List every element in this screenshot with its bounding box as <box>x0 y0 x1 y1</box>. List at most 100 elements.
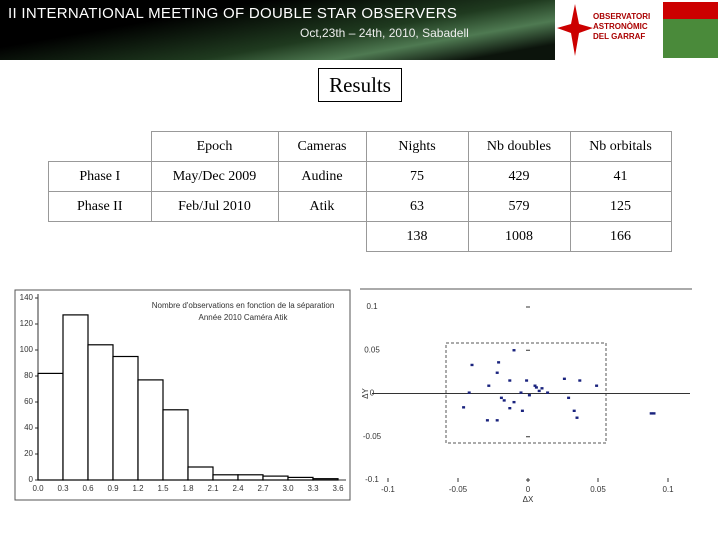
cell: Atik <box>277 191 367 222</box>
x-tick-label: 1.8 <box>182 484 194 493</box>
y-tick-label: -0.05 <box>363 432 382 441</box>
bar <box>187 466 214 481</box>
bar <box>312 478 339 481</box>
bar <box>137 379 164 481</box>
x-tick-label: 0 <box>526 485 531 494</box>
point <box>519 391 523 394</box>
results-table: Epoch Cameras Nights Nb doubles Nb orbit… <box>48 131 672 252</box>
header-cell: Nights <box>365 131 469 162</box>
y-tick-label: 0 <box>29 475 34 484</box>
point <box>499 396 503 400</box>
x-tick-label: 0.6 <box>82 484 94 493</box>
cell: 63 <box>365 191 469 222</box>
total-cell: 138 <box>365 221 469 252</box>
scatter-region <box>445 342 607 444</box>
point <box>508 379 512 382</box>
x-tick-label: 0.1 <box>662 485 674 494</box>
point <box>534 386 538 389</box>
y-tick-label: 20 <box>24 449 33 458</box>
logo-mark <box>663 2 718 58</box>
empty-cell <box>49 222 152 252</box>
point <box>512 400 516 404</box>
bar <box>162 409 189 481</box>
empty-cell <box>49 132 152 162</box>
y-tick-label: 0.1 <box>366 302 378 311</box>
point <box>595 384 599 387</box>
results-heading: Results <box>318 68 402 102</box>
bar <box>287 476 314 481</box>
point <box>537 389 541 393</box>
point <box>520 409 524 412</box>
bar <box>87 344 114 481</box>
x-tick-label: 2.7 <box>257 484 269 493</box>
y-tick-label: 140 <box>20 293 34 302</box>
logo-text: DEL GARRAF <box>593 32 646 41</box>
point <box>575 416 579 419</box>
point <box>540 387 544 390</box>
x-tick-label: 3.0 <box>282 484 294 493</box>
x-tick-label: 3.6 <box>332 484 344 493</box>
point <box>567 396 571 400</box>
x-tick-label: 0.3 <box>57 484 69 493</box>
y-tick-label: 60 <box>24 397 33 406</box>
point <box>562 377 566 380</box>
point <box>495 371 499 374</box>
cell: Phase II <box>48 191 152 222</box>
cell: May/Dec 2009 <box>150 161 279 192</box>
bar <box>212 474 239 481</box>
histogram-frame <box>14 289 351 501</box>
empty-cell <box>151 222 278 252</box>
x-tick-label: 1.5 <box>157 484 169 493</box>
point <box>572 409 576 412</box>
point <box>470 363 474 367</box>
cell: 579 <box>467 191 571 222</box>
header-cell: Nb doubles <box>467 131 571 162</box>
x-tick-label: 3.3 <box>307 484 319 493</box>
point <box>546 391 550 394</box>
x-tick-label: 0.9 <box>107 484 119 493</box>
point <box>652 412 656 415</box>
cell: Phase I <box>48 161 152 192</box>
bar <box>237 474 264 481</box>
x-tick-label: -0.1 <box>381 485 395 494</box>
x-tick-label: 2.4 <box>232 484 244 493</box>
point <box>502 399 506 402</box>
x-axis-label: ΔX <box>523 495 534 504</box>
point <box>533 384 537 387</box>
x-tick-label: 1.2 <box>132 484 144 493</box>
logo-text: OBSERVATORI <box>593 12 651 21</box>
x-tick-label: 0.05 <box>590 485 606 494</box>
logo: OBSERVATORI ASTRONÒMIC DEL GARRAF <box>555 0 720 60</box>
cell: 429 <box>467 161 571 192</box>
total-cell: 1008 <box>467 221 571 252</box>
x-tick-label: -0.05 <box>449 485 468 494</box>
y-tick-label: 40 <box>24 423 33 432</box>
chart-title: Nombre d'observations en fonction de la … <box>152 301 335 310</box>
bar <box>37 372 64 481</box>
point <box>525 379 529 382</box>
chart-subtitle: Année 2010 Caméra Atik <box>199 313 289 322</box>
x-tick-label: 0.0 <box>32 484 44 493</box>
y-tick-label: 100 <box>20 345 34 354</box>
point <box>497 361 501 364</box>
point <box>485 419 489 422</box>
header-band: II INTERNATIONAL MEETING OF DOUBLE STAR … <box>0 0 555 60</box>
header-cell: Epoch <box>150 131 279 162</box>
header-cell: Nb orbitals <box>569 131 672 162</box>
point <box>578 379 582 382</box>
subtitle: Oct,23th – 24th, 2010, Sabadell <box>300 26 469 40</box>
cell: 41 <box>569 161 672 192</box>
point <box>487 384 491 387</box>
point <box>462 406 466 409</box>
point <box>508 407 512 410</box>
point <box>512 349 516 352</box>
total-cell: 166 <box>569 221 672 252</box>
logo-star <box>557 4 593 56</box>
y-axis-label: ΔY <box>361 388 370 399</box>
y-tick-label: 120 <box>20 319 34 328</box>
bar <box>262 475 289 481</box>
y-tick-label: 0.05 <box>364 345 380 354</box>
cell: 75 <box>365 161 469 192</box>
point <box>527 394 531 397</box>
